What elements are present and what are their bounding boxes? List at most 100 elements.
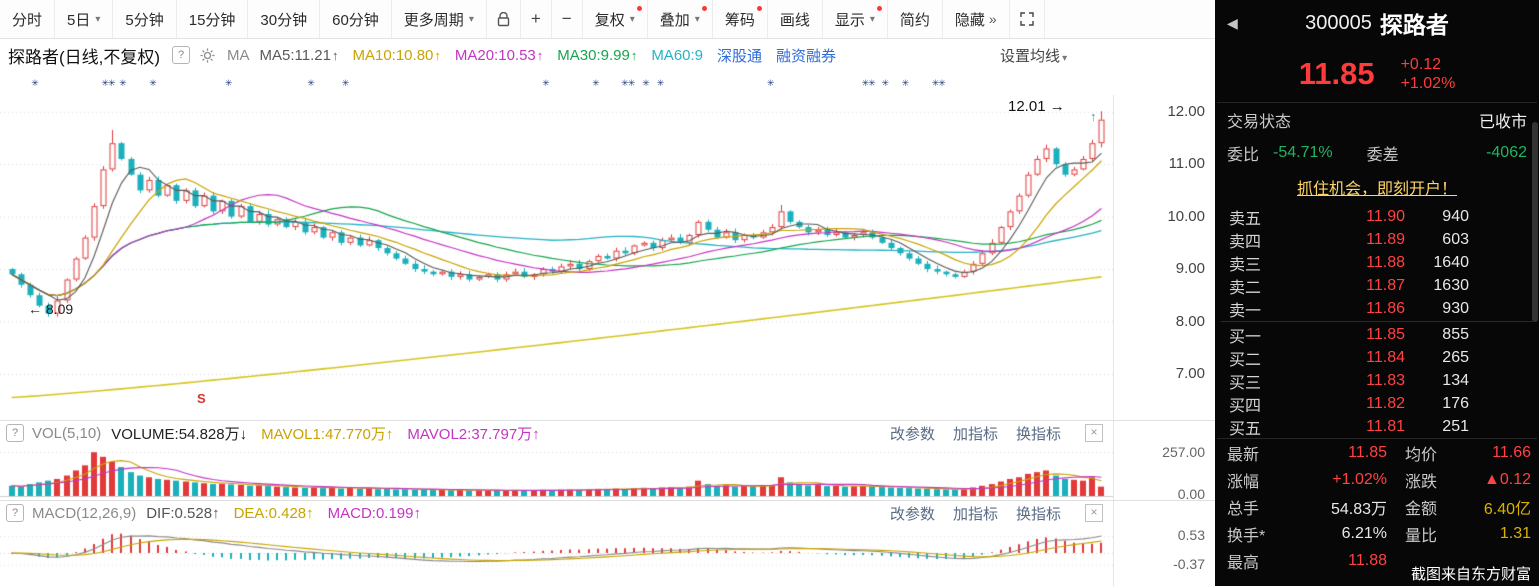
ask-row-2[interactable]: 卖二 11.87 1630 <box>1215 274 1539 297</box>
bid-row-5[interactable]: 买五 11.81 251 <box>1215 415 1539 438</box>
event-marker-icon[interactable]: ✳✳ <box>861 78 876 88</box>
simple-mode-button[interactable]: 简约 <box>888 0 943 38</box>
status-label: 交易状态 <box>1227 113 1292 131</box>
event-marker-icon[interactable]: ✳ <box>901 78 909 88</box>
more-periods-button[interactable]: 更多周期 ▾ <box>392 0 487 38</box>
event-marker-strip: ✳ ✳✳ ✳ ✳ ✳ ✳ ✳ ✳ ✳ ✳✳ ✳ ✳ ✳ ✳✳ ✳ ✳ ✳✳ <box>0 76 1113 94</box>
chevron-down-icon: ▾ <box>1062 52 1068 64</box>
stat-row: 最新 11.85 均价 11.66 <box>1215 439 1539 466</box>
price-change-pct: +1.02% <box>1400 75 1456 92</box>
margin-trading-link[interactable]: 融资融券 <box>776 47 837 65</box>
close-icon[interactable]: × <box>1085 504 1103 522</box>
ask-qty: 1640 <box>1433 253 1469 271</box>
display-button[interactable]: 显示 ▾ <box>823 0 888 38</box>
indicator-name: MA <box>227 46 250 64</box>
zoom-in-button[interactable]: + <box>521 0 552 38</box>
period-tab-intraday[interactable]: 分时 <box>0 0 56 38</box>
tool-label: 显示 <box>834 11 865 29</box>
event-marker-icon[interactable]: ✳ <box>341 78 349 88</box>
ask-label: 卖三 <box>1229 256 1262 274</box>
event-marker-icon[interactable]: ✳ <box>656 78 664 88</box>
event-marker-icon[interactable]: ✳ <box>592 78 599 88</box>
notification-dot-icon <box>876 6 882 11</box>
period-label: 60分钟 <box>332 11 379 29</box>
event-marker-icon[interactable]: ✳ <box>224 78 232 88</box>
ask-label: 卖二 <box>1229 279 1262 297</box>
ask-price: 11.89 <box>1366 230 1405 248</box>
volume-header: ? VOL(5,10) VOLUME:54.828万↓ MAVOL1:47.77… <box>0 421 1113 445</box>
event-marker-icon[interactable]: ✳ <box>542 78 549 88</box>
candlestick-canvas[interactable] <box>0 95 1113 420</box>
price-tick: 10.00 <box>1167 208 1205 225</box>
event-marker-icon[interactable]: ✳✳ <box>931 78 946 88</box>
back-arrow-icon[interactable]: ◀ <box>1227 14 1238 31</box>
stat-value: 6.40亿 <box>1483 500 1531 518</box>
toolbar: 分时 5日 ▾ 5分钟 15分钟 30分钟 60分钟 更多周期 ▾ + − 复权 ▾ … <box>0 0 1215 39</box>
ask-row-1[interactable]: 卖一 11.86 930 <box>1215 297 1539 320</box>
switch-indicator-link[interactable]: 换指标 <box>1015 425 1061 443</box>
macd-indicator-name: MACD(12,26,9) <box>32 504 137 522</box>
last-price: 11.85 <box>1298 56 1375 91</box>
event-marker-icon[interactable]: ✳ <box>881 78 889 88</box>
price-tick: 9.00 <box>1175 260 1205 277</box>
period-tab-5day[interactable]: 5日 ▾ <box>55 0 114 38</box>
volume-tick: 257.00 <box>1162 444 1205 460</box>
bid-row-1[interactable]: 买一 11.85 855 <box>1215 323 1539 346</box>
change-params-link[interactable]: 改参数 <box>889 425 935 443</box>
scrollbar-thumb[interactable] <box>1532 122 1538 322</box>
add-indicator-link[interactable]: 加指标 <box>952 425 998 443</box>
change-params-link[interactable]: 改参数 <box>889 505 935 523</box>
ask-row-4[interactable]: 卖四 11.89 603 <box>1215 228 1539 251</box>
event-marker-icon[interactable]: ✳ <box>119 78 126 88</box>
gear-icon[interactable] <box>200 48 215 63</box>
help-icon[interactable]: ? <box>172 46 191 64</box>
fullscreen-button[interactable] <box>1010 0 1045 38</box>
event-marker-icon[interactable]: ✳✳ <box>621 78 635 88</box>
event-marker-icon[interactable]: ✳ <box>307 78 314 88</box>
price-chart-area: ← 8.09 12.01 → S ↑ <box>0 95 1113 420</box>
macd-canvas[interactable] <box>0 525 1113 586</box>
switch-indicator-link[interactable]: 换指标 <box>1015 505 1061 523</box>
notification-dot-icon <box>756 6 762 11</box>
stat-label: 涨跌 <box>1405 473 1438 491</box>
shenzhen-connect-link[interactable]: 深股通 <box>717 47 763 65</box>
close-icon[interactable]: × <box>1085 424 1103 442</box>
bid-row-2[interactable]: 买二 11.84 265 <box>1215 346 1539 369</box>
draw-line-button[interactable]: 画线 <box>768 0 823 38</box>
ask-row-5[interactable]: 卖五 11.90 940 <box>1215 205 1539 228</box>
stat-label: 总手 <box>1227 500 1260 518</box>
period-tab-5min[interactable]: 5分钟 <box>113 0 177 38</box>
price-tick: 7.00 <box>1175 365 1205 382</box>
signal-marker[interactable]: S <box>197 391 206 406</box>
help-icon[interactable]: ? <box>6 504 24 522</box>
double-right-icon: » <box>988 11 997 27</box>
hide-button[interactable]: 隐藏» <box>943 0 1010 38</box>
ma-settings-button[interactable]: 设置均线 ▾ <box>1000 45 1067 66</box>
period-tab-60min[interactable]: 60分钟 <box>320 0 392 38</box>
ask-row-3[interactable]: 卖三 11.88 1640 <box>1215 251 1539 274</box>
bid-row-4[interactable]: 买四 11.82 176 <box>1215 392 1539 415</box>
stat-label: 量比 <box>1405 527 1438 545</box>
zoom-out-button[interactable]: − <box>552 0 583 38</box>
pane-divider <box>0 500 1215 501</box>
overlay-button[interactable]: 叠加 ▾ <box>648 0 713 38</box>
open-account-link[interactable]: 抓住机会，即刻开户！ <box>1296 181 1457 198</box>
event-marker-icon[interactable]: ✳ <box>766 78 774 88</box>
event-marker-icon[interactable]: ✳ <box>149 78 156 88</box>
event-marker-icon[interactable]: ✳ <box>642 78 649 88</box>
bid-row-3[interactable]: 买三 11.83 134 <box>1215 369 1539 392</box>
add-indicator-link[interactable]: 加指标 <box>952 505 998 523</box>
volume-value: VOLUME:54.828万↓ <box>111 423 247 444</box>
period-tab-30min[interactable]: 30分钟 <box>248 0 321 38</box>
help-icon[interactable]: ? <box>6 424 24 442</box>
lock-button[interactable] <box>487 0 521 38</box>
latest-up-arrow-icon: ↑ <box>1090 109 1097 124</box>
period-tab-15min[interactable]: 15分钟 <box>177 0 249 38</box>
event-marker-icon[interactable]: ✳✳ <box>101 78 115 88</box>
mavol2-value: MAVOL2:37.797万↑ <box>407 423 539 444</box>
adjust-price-button[interactable]: 复权 ▾ <box>583 0 648 38</box>
volume-canvas[interactable] <box>0 445 1113 500</box>
indicator-actions: 改参数 加指标 换指标 × <box>872 423 1113 444</box>
chips-button[interactable]: 筹码 <box>713 0 768 38</box>
event-marker-icon[interactable]: ✳ <box>31 78 38 88</box>
